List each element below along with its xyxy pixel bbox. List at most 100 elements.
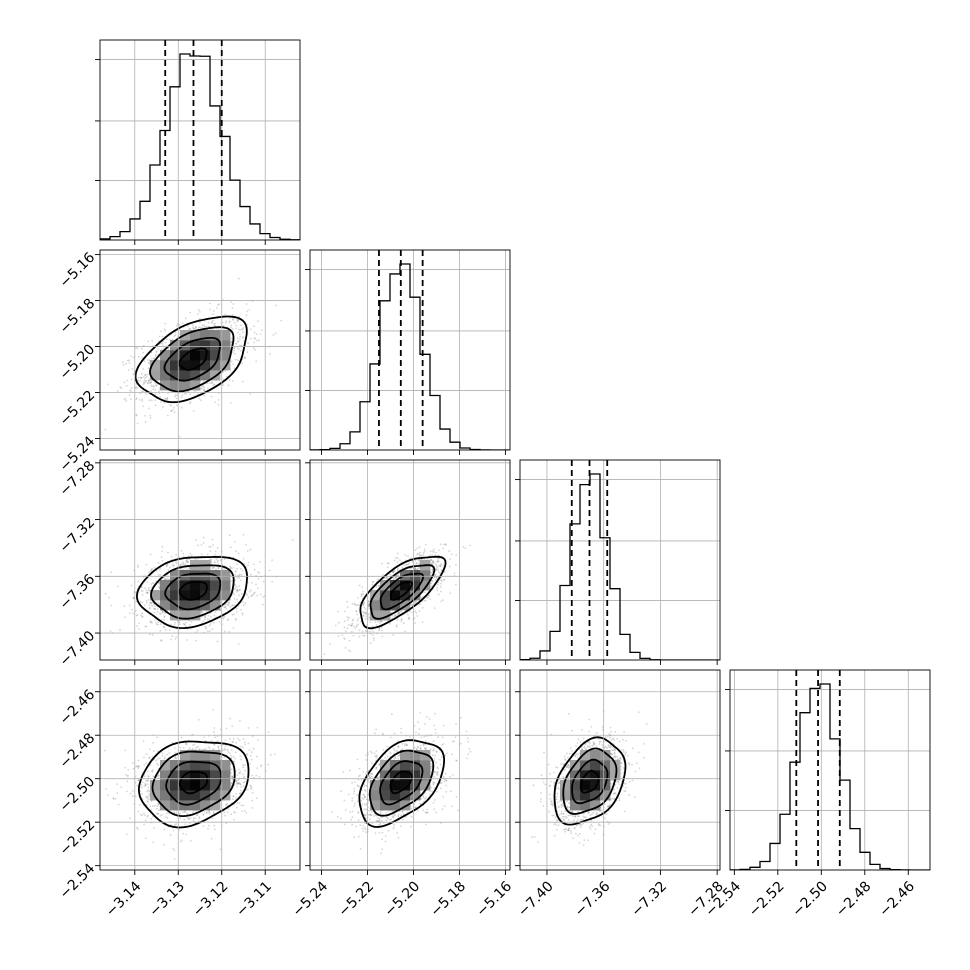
sample-point (144, 587, 146, 589)
sample-point (253, 325, 255, 328)
sample-point (191, 324, 194, 326)
sample-point (406, 611, 409, 614)
sample-point (155, 350, 158, 353)
density-cell (160, 350, 171, 361)
sample-point (367, 605, 370, 608)
sample-point (200, 544, 203, 546)
sample-point (367, 600, 370, 603)
sample-point (153, 386, 156, 388)
sample-point (213, 324, 216, 327)
sample-point (369, 621, 372, 624)
density-cell (170, 370, 181, 381)
density-cell (210, 330, 221, 341)
density-cell (160, 370, 171, 381)
sample-point (155, 570, 158, 573)
histogram-step (520, 473, 720, 660)
sample-point (346, 606, 349, 608)
sample-point (143, 775, 146, 778)
sample-point (163, 578, 166, 581)
sample-point (132, 612, 134, 615)
sample-point (144, 373, 147, 376)
sample-point (148, 633, 151, 636)
sample-point (365, 613, 367, 615)
sample-point (235, 550, 237, 553)
sample-point (351, 624, 353, 627)
sample-point (128, 604, 131, 607)
sample-point (250, 581, 253, 584)
sample-point (448, 550, 451, 553)
sample-point (142, 344, 145, 347)
sample-point (159, 574, 162, 576)
sample-point (358, 604, 361, 607)
sample-point (432, 560, 435, 563)
sample-point (161, 611, 164, 614)
sample-point (147, 381, 149, 384)
density-cell (200, 350, 211, 361)
sample-point (414, 567, 417, 570)
density-cell (170, 360, 181, 371)
sample-point (184, 811, 187, 813)
panel-body (104, 533, 294, 645)
sample-point (259, 560, 262, 563)
sample-point (435, 568, 438, 571)
density-map (150, 330, 231, 391)
sample-point (411, 603, 414, 606)
density-cell (180, 380, 191, 391)
sample-point (362, 604, 365, 606)
sample-point (253, 591, 256, 594)
sample-point (196, 629, 199, 632)
sample-point (231, 337, 234, 340)
sample-point (208, 546, 211, 548)
sample-point (238, 585, 241, 587)
sample-point (214, 736, 217, 739)
sample-point (136, 625, 139, 627)
sample-point (107, 794, 109, 796)
sample-point (137, 379, 139, 382)
sample-point (173, 624, 176, 626)
sample-point (397, 612, 400, 615)
sample-point (375, 624, 378, 626)
sample-point (208, 625, 211, 627)
sample-point (252, 347, 255, 350)
sample-point (202, 389, 205, 392)
sample-point (159, 629, 162, 632)
density-cell (220, 330, 231, 341)
density-cell (400, 580, 411, 591)
sample-point (214, 611, 217, 614)
sample-point (186, 560, 189, 562)
scatter-panel-3-0 (95, 669, 301, 875)
sample-point (442, 599, 444, 601)
histogram-step (100, 53, 300, 240)
sample-point (413, 600, 416, 603)
sample-point (201, 553, 203, 556)
density-cell (190, 580, 201, 591)
sample-point (234, 617, 237, 620)
sample-point (148, 571, 150, 574)
sample-point (104, 592, 107, 595)
panel-frame (99, 459, 301, 661)
sample-point (430, 562, 433, 565)
density-cell (160, 600, 171, 611)
sample-point (210, 560, 212, 562)
sample-point (151, 621, 153, 624)
sample-point (158, 587, 161, 589)
sample-point (135, 398, 138, 401)
sample-point (362, 603, 365, 606)
sample-point (130, 378, 133, 381)
sample-point (365, 615, 367, 618)
scatter-panel-2-0 (95, 459, 301, 665)
sample-point (291, 538, 294, 541)
sample-point (352, 634, 355, 637)
sample-point (235, 342, 237, 345)
sample-point (241, 337, 244, 339)
sample-point (217, 399, 220, 401)
sample-point (141, 601, 144, 604)
density-cell (190, 360, 201, 371)
sample-point (144, 380, 147, 383)
sample-point (351, 619, 354, 622)
sample-point (236, 563, 238, 566)
grid-lines (100, 250, 300, 450)
sample-point (178, 620, 181, 622)
sample-point (433, 607, 436, 610)
sample-point (122, 363, 125, 366)
